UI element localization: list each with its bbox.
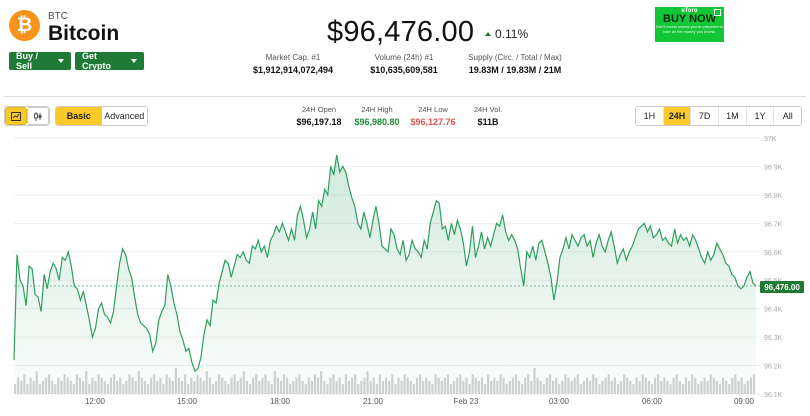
supply-stat: Supply (Circ. / Total / Max) 19.83M / 19… <box>462 53 568 75</box>
day-low-stat: 24H Low $96,127.76 <box>408 105 458 127</box>
x-tick-label: 21:00 <box>363 397 384 406</box>
market-cap-stat: Market Cap. #1 $1,912,914,072,494 <box>245 53 341 75</box>
chart-type-toggle <box>4 106 50 126</box>
volume-stat: Volume (24h) #1 $10,635,609,581 <box>362 53 446 75</box>
day-low-label: 24H Low <box>418 105 448 114</box>
y-tick-label: 96.7K <box>764 221 783 228</box>
supply-value: 19.83M / 19.83M / 21M <box>468 65 562 75</box>
y-tick-label: 96.1K <box>764 392 783 399</box>
price-line <box>13 154 757 373</box>
mode-advanced-button[interactable]: Advanced <box>104 111 145 121</box>
ad-brand: eToro <box>681 8 698 14</box>
x-tick-label: 15:00 <box>177 397 198 406</box>
buy-sell-label: Buy / Sell <box>16 51 39 71</box>
header-divider <box>4 96 806 97</box>
ad-cta: BUY NOW <box>663 13 716 25</box>
market-cap-label: Market Cap. #1 <box>265 53 321 62</box>
day-open-stat: 24H Open $96,197.18 <box>294 105 344 127</box>
range-button-7d[interactable]: 7D <box>691 107 720 125</box>
day-open-label: 24H Open <box>301 105 337 114</box>
chevron-down-icon <box>58 59 64 63</box>
range-button-1y[interactable]: 1Y <box>747 107 775 125</box>
y-tick-label: 96.3K <box>764 335 783 342</box>
x-tick-label: Feb 23 <box>454 397 479 406</box>
day-high-stat: 24H High $96,980.80 <box>350 105 404 127</box>
line-chart-icon[interactable] <box>5 107 27 125</box>
coin-name: Bitcoin <box>48 22 120 45</box>
y-tick-label: 96.4K <box>764 307 783 314</box>
y-tick-label: 96.9K <box>764 164 783 171</box>
mode-toggle: Basic Advanced <box>55 106 148 126</box>
day-open-value: $96,197.18 <box>296 117 342 127</box>
day-high-label: 24H High <box>361 105 393 114</box>
range-button-1m[interactable]: 1M <box>719 107 747 125</box>
qr-code-icon <box>714 9 721 16</box>
etoro-ad-banner[interactable]: eToro BUY NOW Don't invest unless you're… <box>655 7 724 42</box>
x-tick-label: 18:00 <box>270 397 291 406</box>
arrow-up-icon <box>485 32 491 36</box>
x-tick-label: 06:00 <box>642 397 663 406</box>
volume-value: $10,635,609,581 <box>370 65 438 75</box>
current-price: $96,476.00 <box>327 16 475 48</box>
candlestick-icon[interactable] <box>27 107 49 125</box>
day-high-value: $96,980.80 <box>354 117 400 127</box>
price-area <box>14 155 756 394</box>
chevron-down-icon <box>131 59 137 63</box>
day-volume-label: 24H Vol. <box>473 105 503 114</box>
coin-symbol: BTC <box>48 11 68 22</box>
x-tick-label: 09:00 <box>734 397 755 406</box>
bitcoin-logo-icon: ₿ <box>9 10 40 41</box>
price-change: 0.11% <box>485 27 528 41</box>
x-tick-label: 03:00 <box>549 397 570 406</box>
current-price-tag: 96,476.00 <box>760 281 804 293</box>
range-button-all[interactable]: All <box>782 111 793 121</box>
market-cap-value: $1,912,914,072,494 <box>252 65 334 75</box>
price-change-value: 0.11% <box>495 27 529 41</box>
supply-label: Supply (Circ. / Total / Max) <box>468 53 562 62</box>
y-tick-label: 96.6K <box>764 250 783 257</box>
ad-fine-print: Don't invest unless you're prepared to l… <box>656 24 723 34</box>
time-range-selector: 1H 24H 7D 1M 1Y All <box>635 106 802 126</box>
y-tick-label: 96.8K <box>764 193 783 200</box>
day-volume-stat: 24H Vol. $11B <box>469 105 507 127</box>
y-tick-label: 96.2K <box>764 364 783 371</box>
supply-total: 19.83M <box>506 65 537 75</box>
mode-basic-button[interactable]: Basic <box>56 107 102 125</box>
day-low-value: $96,127.76 <box>410 117 456 127</box>
buy-sell-button[interactable]: Buy / Sell <box>9 51 71 71</box>
supply-max: 21M <box>543 65 562 75</box>
get-crypto-label: Get Crypto <box>82 51 111 71</box>
y-tick-label: 97K <box>764 136 777 143</box>
supply-circ: 19.83M <box>468 65 499 75</box>
range-button-24h[interactable]: 24H <box>663 107 692 125</box>
volume-label: Volume (24h) #1 <box>374 53 434 62</box>
day-volume-value: $11B <box>477 117 499 127</box>
price-chart[interactable]: 97K96.9K96.8K96.7K96.6K96.5K96.4K96.3K96… <box>0 130 810 416</box>
get-crypto-button[interactable]: Get Crypto <box>75 51 144 71</box>
x-tick-label: 12:00 <box>85 397 106 406</box>
range-button-1h[interactable]: 1H <box>636 107 664 125</box>
